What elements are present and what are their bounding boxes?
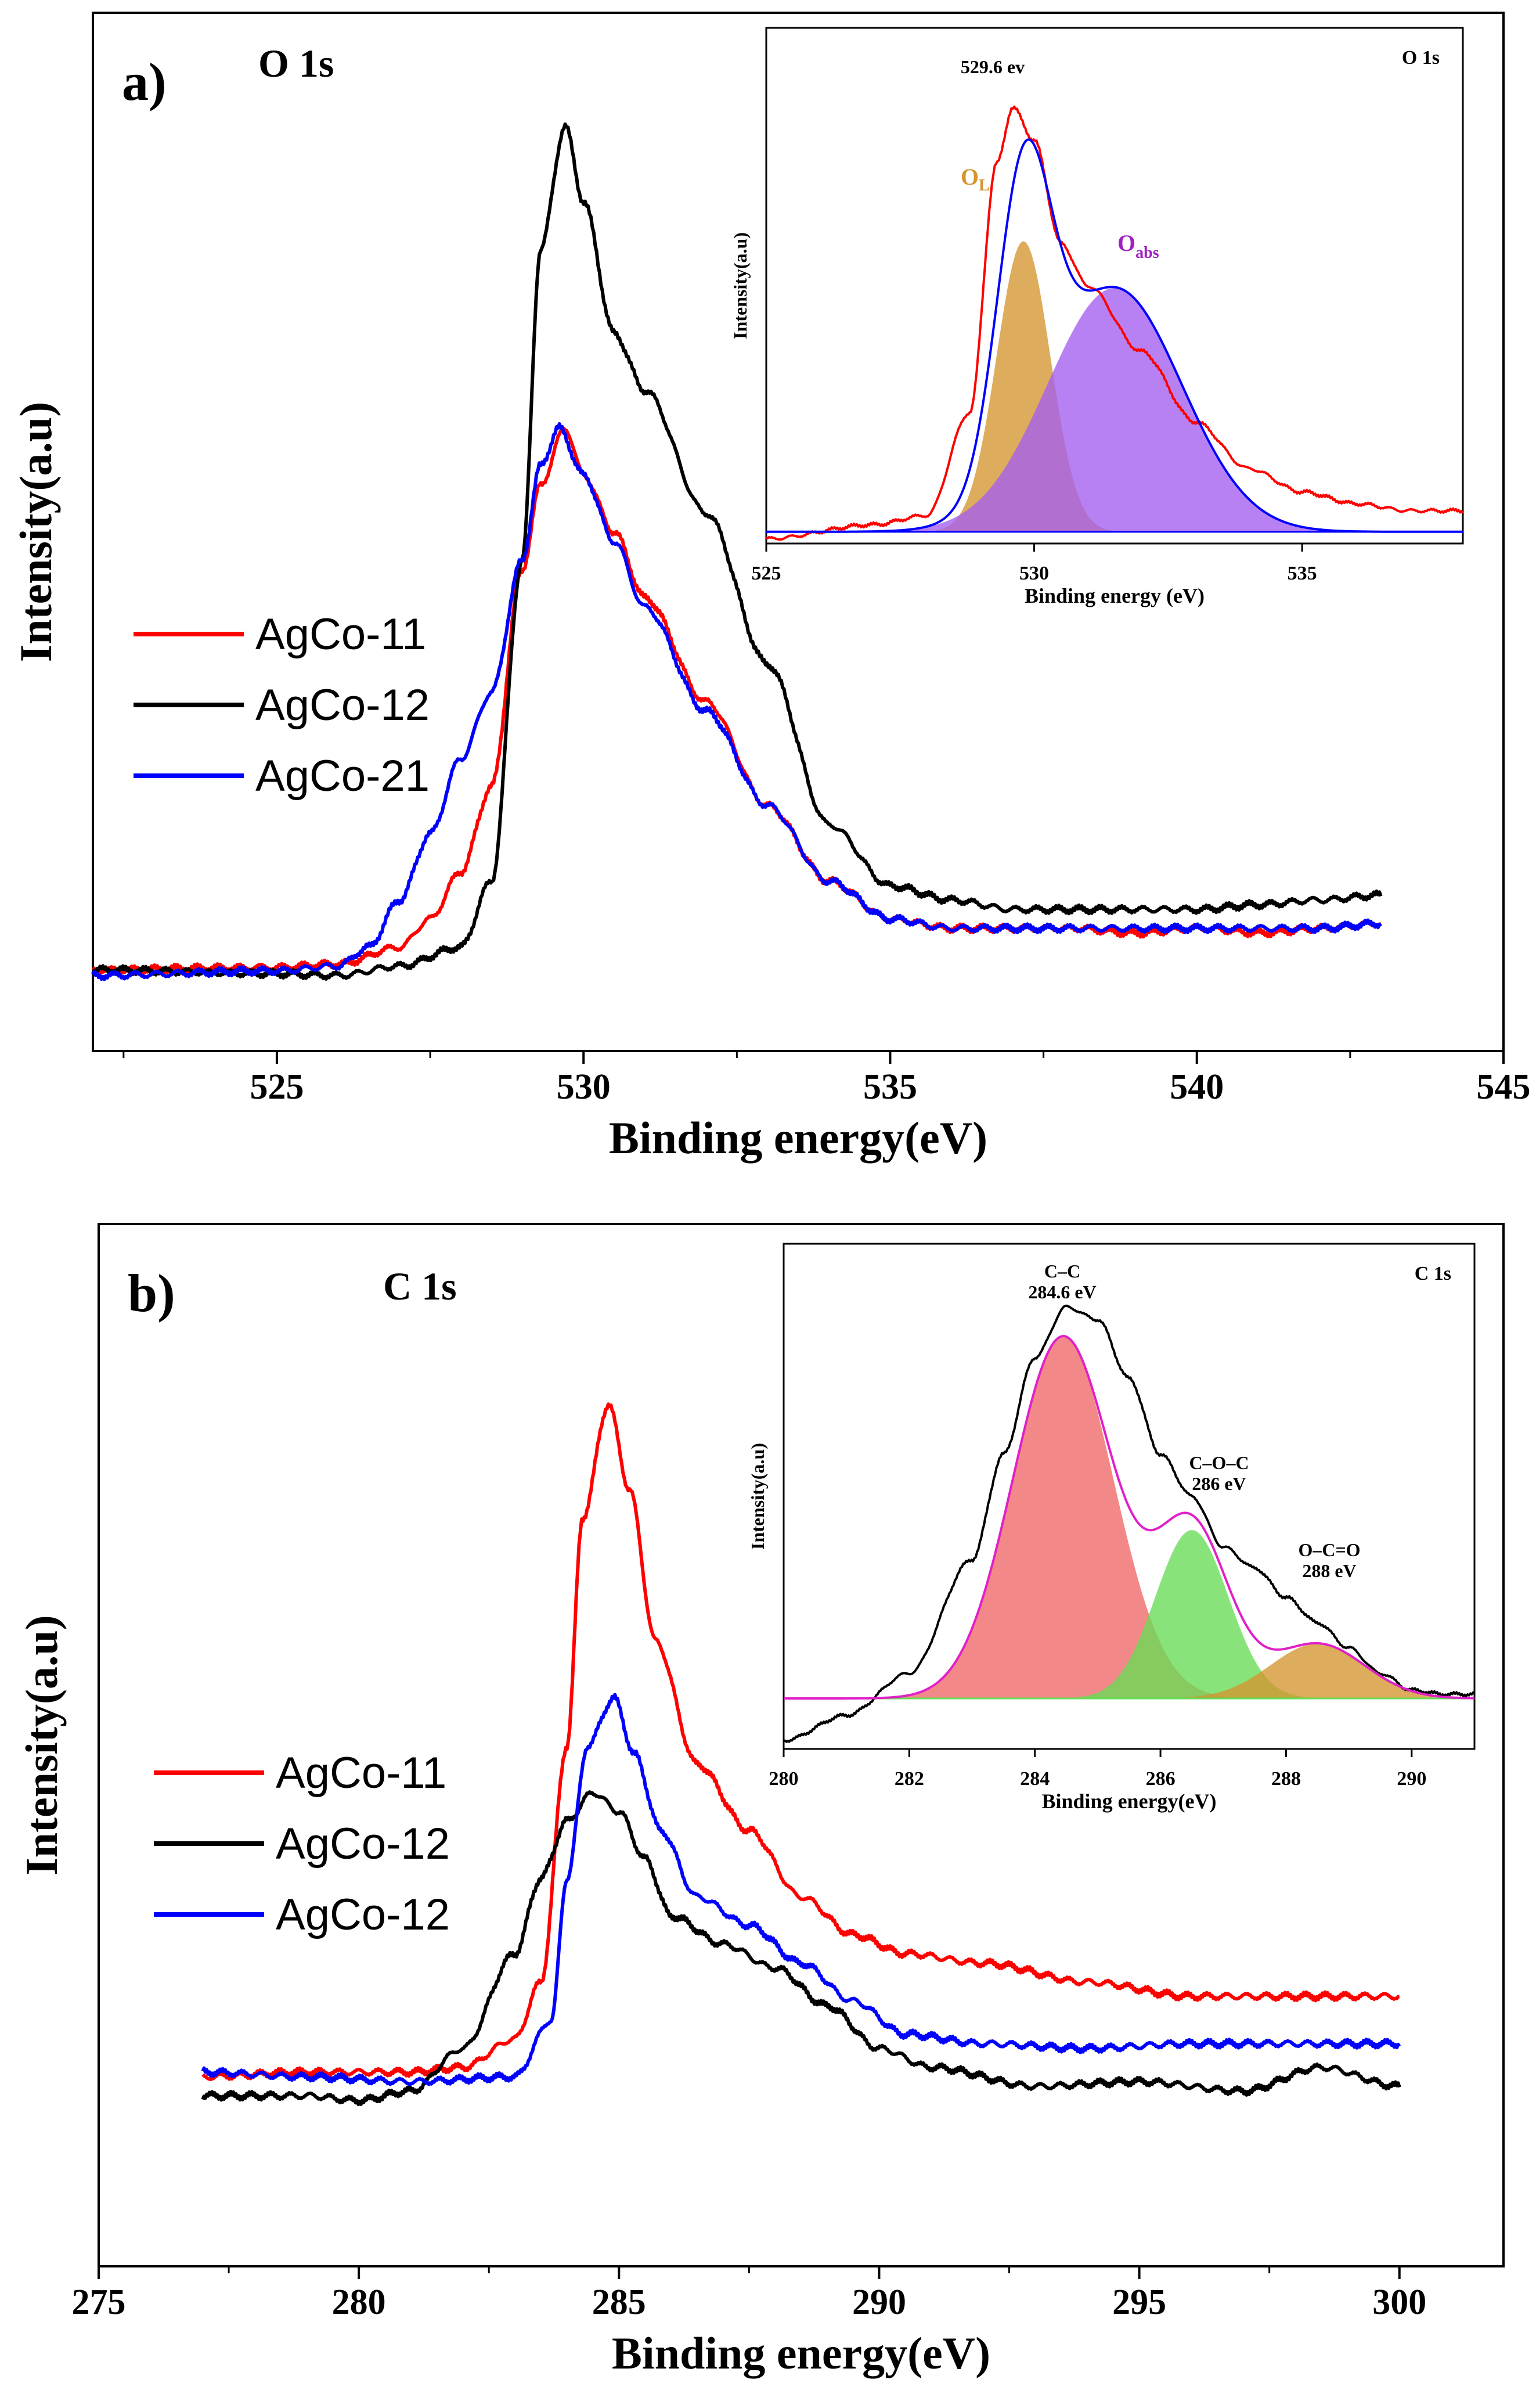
label-main: O xyxy=(1117,230,1135,256)
inset-peak-label-line2: 288 eV xyxy=(1302,1560,1356,1581)
inset-x-tick-label: 280 xyxy=(769,1768,799,1790)
y-axis-title: Intensity(a.u) xyxy=(16,1615,67,1876)
legend-label: AgCo-11 xyxy=(255,610,426,659)
inset-x-axis-title: Binding energy(eV) xyxy=(1042,1790,1217,1813)
y-axis-title: Intensity(a.u) xyxy=(10,402,61,663)
x-tick-label: 545 xyxy=(1477,1067,1531,1107)
x-axis-title: Binding energy(eV) xyxy=(612,2328,990,2378)
legend-label: AgCo-11 xyxy=(276,1748,446,1798)
inset-experimental-line xyxy=(766,105,1464,541)
inset-component-label-ol: OL xyxy=(961,164,990,195)
plot-frame xyxy=(98,1223,1505,2267)
x-tick-label: 295 xyxy=(1112,2283,1166,2322)
inset-x-tick-label: 530 xyxy=(1019,563,1049,584)
legend-label: AgCo-12 xyxy=(255,681,430,730)
inset-y-axis-title: Intensity(a.u) xyxy=(730,232,751,339)
inset-fit-envelope-line xyxy=(784,1334,1474,1700)
x-tick-label: 525 xyxy=(250,1067,304,1107)
fit-component-o-c-o xyxy=(784,1643,1474,1698)
label-main: O xyxy=(961,164,979,190)
inset-title: C 1s xyxy=(1415,1263,1451,1284)
inset-title: O 1s xyxy=(1402,47,1440,69)
panel-label: b) xyxy=(128,1264,175,1323)
fit-component-o-abs xyxy=(766,288,1463,532)
inset-peak-label-line1: C–C xyxy=(1044,1261,1080,1282)
inset-b: 280 282 284 286 288 290 Binding energy(eV) Inte… xyxy=(747,1243,1476,1813)
panel-title: C 1s xyxy=(383,1264,457,1308)
x-tick-label: 540 xyxy=(1170,1067,1224,1107)
series-line-agco-12 xyxy=(91,122,1383,981)
inset-fit-envelope-line xyxy=(766,138,1463,533)
legend-label: AgCo-21 xyxy=(255,751,430,801)
inset-y-axis-title: Intensity(a.u) xyxy=(747,1443,768,1550)
x-tick-label: 290 xyxy=(852,2283,906,2322)
inset-x-axis-title: Binding energy (eV) xyxy=(1025,584,1205,607)
fit-component-c-c xyxy=(784,1336,1474,1698)
inset-peak-label-line2: 286 eV xyxy=(1192,1473,1246,1494)
inset-x-tick-label: 286 xyxy=(1146,1768,1176,1790)
series-line-agco-12 xyxy=(201,1790,1401,2107)
panel-b: 275 280 285 290 295 300 Binding energy(eV) Inte… xyxy=(16,1223,1505,2378)
x-tick-label: 535 xyxy=(863,1067,917,1107)
inset-component-label-oabs: Oabs xyxy=(1117,230,1159,262)
inset-peak-label: 529.6 ev xyxy=(961,56,1025,77)
x-tick-label: 530 xyxy=(557,1067,611,1107)
x-axis-title: Binding energy(eV) xyxy=(609,1113,987,1163)
series-line-agco-11 xyxy=(201,1402,1400,2081)
inset-a: 525 530 535 Binding energy (eV) Intensity(a.… xyxy=(730,27,1464,607)
inset-x-tick-label: 290 xyxy=(1397,1768,1426,1790)
panel-title: O 1s xyxy=(258,41,334,85)
inset-peak-label-line1: C–O–C xyxy=(1189,1452,1249,1473)
x-tick-label: 285 xyxy=(592,2283,646,2322)
legend-label: AgCo-12 xyxy=(276,1819,450,1869)
x-tick-label: 280 xyxy=(332,2283,386,2322)
inset-peak-label-line1: O–C=O xyxy=(1298,1539,1360,1560)
panel-a: 525 530 535 540 545 Binding energy(eV) Intensi… xyxy=(10,12,1531,1163)
series-line-agco-12 xyxy=(201,1693,1401,2086)
x-tick-label: 275 xyxy=(72,2283,126,2322)
inset-x-tick-label: 535 xyxy=(1288,563,1317,584)
fit-component-c-o-c xyxy=(784,1530,1474,1698)
x-tick-label: 300 xyxy=(1372,2283,1426,2322)
plot-frame xyxy=(92,12,1505,1052)
label-sub: abs xyxy=(1135,244,1159,262)
inset-x-tick-label: 284 xyxy=(1020,1768,1050,1790)
legend-label: AgCo-12 xyxy=(276,1890,450,1939)
inset-experimental-line xyxy=(783,1304,1476,1743)
inset-x-tick-label: 282 xyxy=(895,1768,924,1790)
inset-x-tick-label: 525 xyxy=(752,563,781,584)
inset-peak-label-line2: 284.6 eV xyxy=(1028,1282,1096,1302)
inset-x-tick-label: 288 xyxy=(1271,1768,1301,1790)
label-sub: L xyxy=(979,177,990,195)
panel-label: a) xyxy=(122,52,167,111)
series-line-agco-21 xyxy=(91,422,1383,981)
